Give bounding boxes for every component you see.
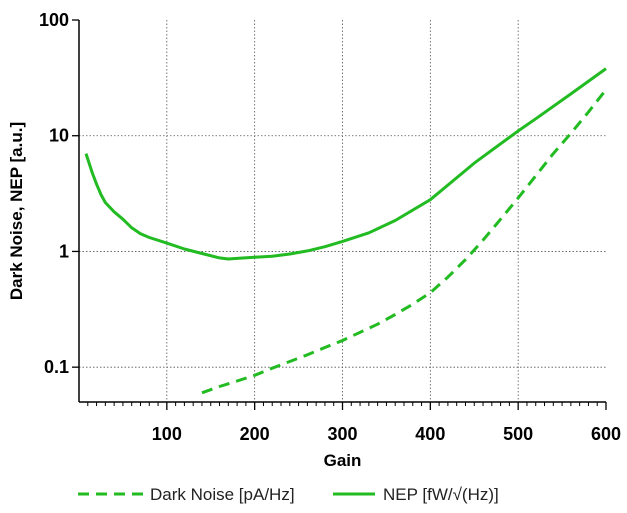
y-tick-label: 100 (39, 10, 69, 30)
legend-label: NEP [fW/√(Hz)] (383, 485, 499, 504)
y-tick-label: 10 (49, 126, 69, 146)
y-tick-label: 1 (59, 241, 69, 261)
nep-line (84, 67, 607, 261)
x-tick-label: 600 (591, 424, 621, 444)
tick-labels: 100 200 300 400 500 600 0.1 1 10 100 (39, 10, 621, 444)
x-tick-label: 200 (240, 424, 270, 444)
series (84, 67, 608, 395)
x-tick-label: 400 (415, 424, 445, 444)
x-axis-label: Gain (324, 451, 362, 470)
grid (79, 20, 606, 402)
y-tick-label: 0.1 (44, 357, 69, 377)
axes (72, 19, 607, 410)
dark-noise-line (201, 88, 608, 395)
x-tick-label: 300 (327, 424, 357, 444)
y-axis-label: Dark Noise, NEP [a.u.] (7, 122, 26, 300)
x-tick-label: 100 (152, 424, 182, 444)
x-tick-label: 500 (503, 424, 533, 444)
legend: Dark Noise [pA/Hz] NEP [fW/√(Hz)] (78, 485, 499, 504)
legend-label: Dark Noise [pA/Hz] (150, 485, 295, 504)
